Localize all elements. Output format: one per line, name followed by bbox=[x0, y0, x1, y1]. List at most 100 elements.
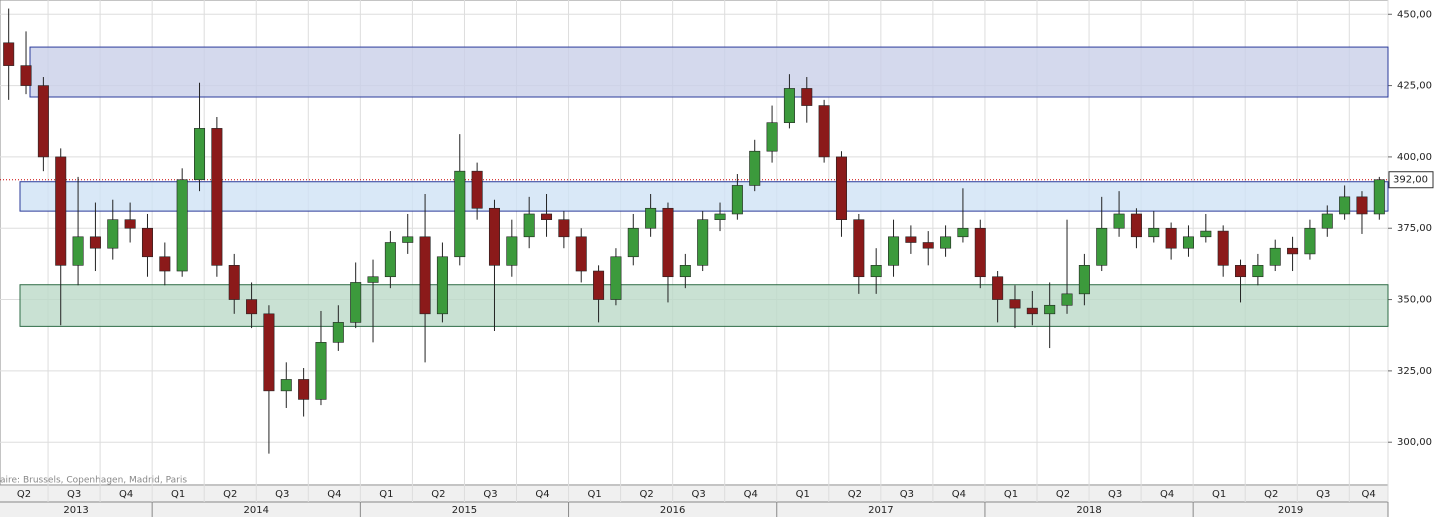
candle-body bbox=[263, 313, 275, 392]
candle-body bbox=[801, 88, 813, 106]
candle-body bbox=[645, 207, 657, 229]
candle-body bbox=[731, 185, 743, 215]
candle-body bbox=[1165, 227, 1177, 249]
candle-body bbox=[194, 128, 206, 181]
candle-body bbox=[1061, 293, 1073, 306]
y-tick-label: 300,00 bbox=[1397, 437, 1432, 448]
candle-body bbox=[853, 219, 865, 278]
y-tick-label: 350,00 bbox=[1397, 295, 1432, 306]
year-label: 2018 bbox=[1076, 505, 1101, 516]
candle-body bbox=[1044, 304, 1056, 315]
candle-body bbox=[1356, 196, 1368, 215]
candle-body bbox=[870, 265, 882, 278]
quarter-label: Q4 bbox=[744, 489, 758, 500]
quarter-label: Q1 bbox=[379, 489, 393, 500]
candle-body bbox=[1217, 230, 1229, 266]
footer: aire: Brussels, Copenhagen, Madrid, Pari… bbox=[0, 476, 187, 486]
candle-body bbox=[905, 236, 917, 243]
zone bbox=[19, 284, 1389, 327]
candle-body bbox=[436, 256, 448, 315]
y-tick-label: 375,00 bbox=[1397, 223, 1432, 234]
candle-body bbox=[1304, 227, 1316, 255]
candle-body bbox=[3, 42, 15, 66]
candle-body bbox=[1287, 247, 1299, 255]
quarter-label: Q2 bbox=[17, 489, 31, 500]
candle-body bbox=[89, 236, 101, 249]
quarter-label: Q4 bbox=[1160, 489, 1174, 500]
candle-body bbox=[835, 156, 847, 220]
quarter-label: Q2 bbox=[223, 489, 237, 500]
candle-body bbox=[523, 213, 535, 238]
candle-body bbox=[922, 242, 934, 249]
candle-body bbox=[575, 236, 587, 272]
candle-body bbox=[280, 379, 292, 392]
candle-body bbox=[488, 207, 500, 266]
candle-body bbox=[679, 265, 691, 278]
candle-body bbox=[367, 276, 379, 283]
candle-body bbox=[315, 342, 327, 400]
last-price-label: 392,00 bbox=[1393, 175, 1428, 186]
candle-body bbox=[1321, 213, 1333, 229]
candle-body bbox=[1096, 227, 1108, 266]
candle-body bbox=[1235, 265, 1247, 278]
quarter-label: Q3 bbox=[900, 489, 914, 500]
candle-body bbox=[1009, 299, 1021, 309]
candle-body bbox=[541, 213, 553, 220]
quarter-label: Q1 bbox=[1004, 489, 1018, 500]
candle-body bbox=[419, 236, 431, 315]
candle-body bbox=[662, 207, 674, 278]
candle-body bbox=[141, 227, 153, 258]
quarter-label: Q2 bbox=[640, 489, 654, 500]
candle-body bbox=[384, 242, 396, 278]
candle-body bbox=[818, 105, 830, 158]
candle-body bbox=[558, 219, 570, 238]
y-tick-label: 425,00 bbox=[1397, 81, 1432, 92]
candle-body bbox=[124, 219, 136, 229]
candle-body bbox=[211, 128, 223, 266]
quarter-label: Q3 bbox=[67, 489, 81, 500]
quarter-label: Q2 bbox=[431, 489, 445, 500]
candle-body bbox=[766, 122, 778, 152]
candle-body bbox=[627, 227, 639, 258]
candle-body bbox=[1373, 179, 1385, 215]
quarter-label: Q2 bbox=[1264, 489, 1278, 500]
candle-body bbox=[20, 65, 32, 86]
candle-body bbox=[593, 270, 605, 300]
candle-body bbox=[176, 179, 188, 272]
candle-body bbox=[1026, 307, 1038, 315]
y-tick-label: 450,00 bbox=[1397, 9, 1432, 20]
candle-body bbox=[749, 150, 761, 186]
year-label: 2017 bbox=[868, 505, 893, 516]
candle-body bbox=[72, 236, 84, 266]
year-label: 2015 bbox=[452, 505, 477, 516]
quarter-label: Q1 bbox=[171, 489, 185, 500]
quarter-label: Q3 bbox=[692, 489, 706, 500]
quarter-label: Q4 bbox=[535, 489, 549, 500]
candle-body bbox=[697, 219, 709, 266]
quarter-label: Q3 bbox=[275, 489, 289, 500]
quarter-label: Q1 bbox=[1212, 489, 1226, 500]
candle-body bbox=[610, 256, 622, 300]
candle-body bbox=[1113, 213, 1125, 229]
candle-body bbox=[1200, 230, 1212, 238]
candle-body bbox=[107, 219, 119, 249]
candle-body bbox=[454, 170, 466, 258]
quarter-label: Q2 bbox=[848, 489, 862, 500]
candle-body bbox=[298, 379, 310, 400]
candle-body bbox=[1130, 213, 1142, 238]
candle-body bbox=[974, 227, 986, 278]
candle-body bbox=[55, 156, 67, 266]
year-label: 2014 bbox=[244, 505, 269, 516]
zone bbox=[19, 181, 1389, 212]
year-label: 2013 bbox=[63, 505, 88, 516]
quarter-label: Q2 bbox=[1056, 489, 1070, 500]
y-tick-label: 400,00 bbox=[1397, 152, 1432, 163]
candle-body bbox=[783, 88, 795, 123]
quarter-label: Q4 bbox=[952, 489, 966, 500]
candle-body bbox=[888, 236, 900, 266]
candle-body bbox=[246, 299, 258, 315]
zone bbox=[29, 46, 1389, 98]
candle-body bbox=[992, 276, 1004, 300]
quarter-label: Q4 bbox=[1362, 489, 1376, 500]
